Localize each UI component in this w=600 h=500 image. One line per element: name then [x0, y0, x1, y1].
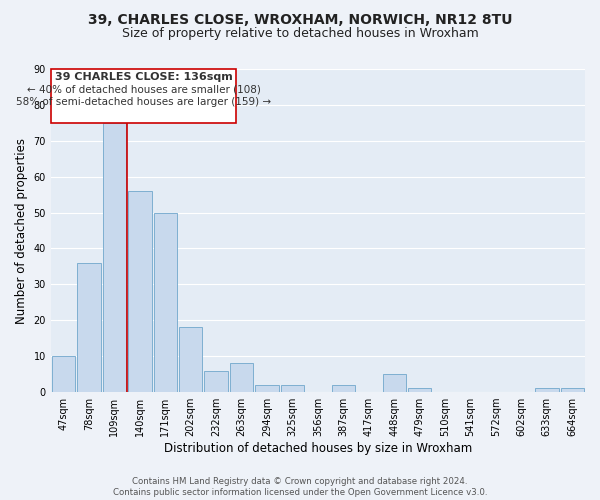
Bar [560, 388, 584, 392]
Bar [179, 328, 202, 392]
Y-axis label: Number of detached properties: Number of detached properties [15, 138, 28, 324]
X-axis label: Distribution of detached houses by size in Wroxham: Distribution of detached houses by size … [164, 442, 472, 455]
Bar [52, 356, 75, 392]
Bar [535, 388, 559, 392]
Text: Contains public sector information licensed under the Open Government Licence v3: Contains public sector information licen… [113, 488, 487, 497]
Bar [383, 374, 406, 392]
Bar [408, 388, 431, 392]
Bar [154, 212, 177, 392]
Bar [128, 191, 152, 392]
Bar [332, 385, 355, 392]
Bar [205, 370, 228, 392]
Text: 39 CHARLES CLOSE: 136sqm: 39 CHARLES CLOSE: 136sqm [55, 72, 233, 82]
Text: Size of property relative to detached houses in Wroxham: Size of property relative to detached ho… [122, 28, 478, 40]
Bar [256, 385, 279, 392]
Text: 39, CHARLES CLOSE, WROXHAM, NORWICH, NR12 8TU: 39, CHARLES CLOSE, WROXHAM, NORWICH, NR1… [88, 12, 512, 26]
Bar [281, 385, 304, 392]
Bar [103, 123, 126, 392]
Text: 58% of semi-detached houses are larger (159) →: 58% of semi-detached houses are larger (… [16, 96, 271, 106]
Text: Contains HM Land Registry data © Crown copyright and database right 2024.: Contains HM Land Registry data © Crown c… [132, 476, 468, 486]
Bar [230, 364, 253, 392]
Text: ← 40% of detached houses are smaller (108): ← 40% of detached houses are smaller (10… [27, 84, 260, 94]
Bar [77, 263, 101, 392]
